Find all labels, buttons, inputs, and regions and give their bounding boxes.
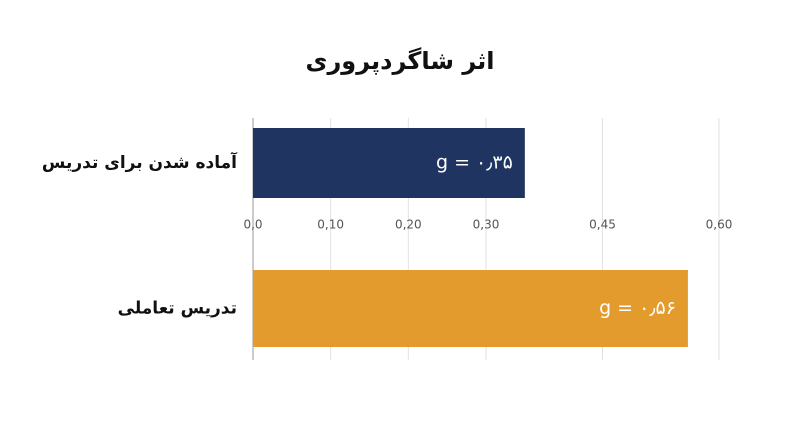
x-tick-label: 0,0: [243, 218, 262, 232]
category-label: آماده شدن برای تدریس: [42, 151, 238, 173]
bar: [253, 270, 688, 347]
x-tick-label: 0,10: [317, 218, 344, 232]
category-label: تدریس تعاملی: [118, 299, 237, 319]
x-tick-label: 0,60: [706, 218, 733, 232]
bar: [253, 128, 525, 198]
chart-title: اثر شاگردپروری: [305, 47, 494, 75]
value-label: g = ۰٫۳۵: [436, 152, 513, 174]
x-tick-label: 0,30: [473, 218, 500, 232]
x-tick-label: 0,45: [589, 218, 616, 232]
x-tick-label: 0,20: [395, 218, 422, 232]
value-label: g = ۰٫۵۶: [599, 297, 676, 319]
